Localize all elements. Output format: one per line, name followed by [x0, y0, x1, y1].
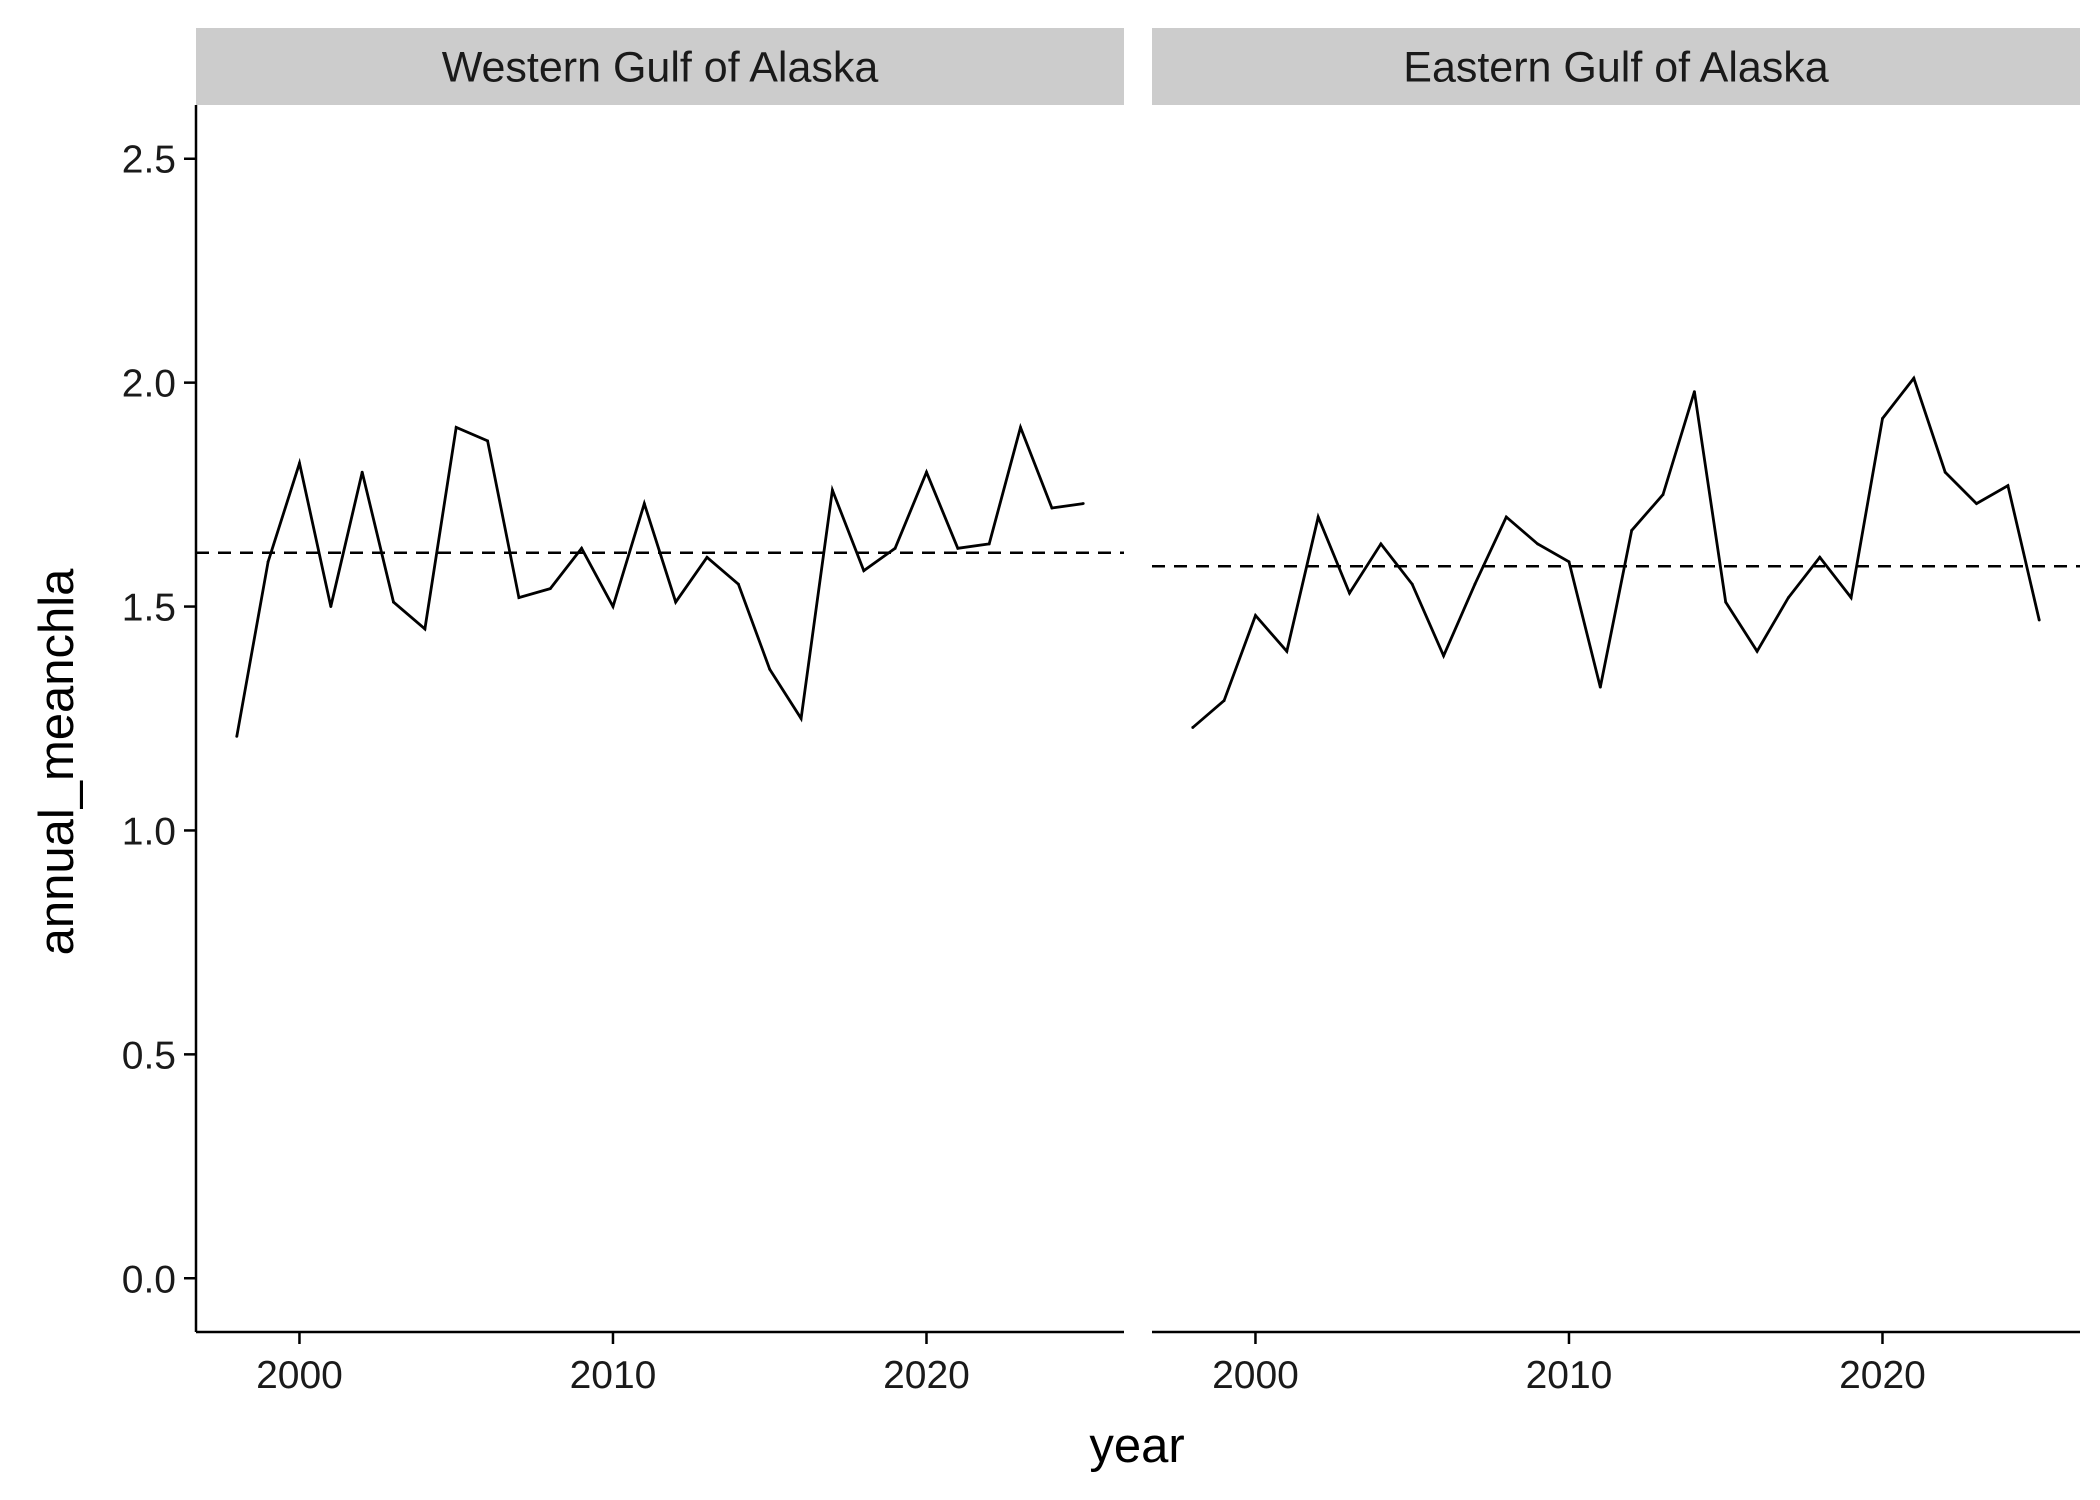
- x-tick-label: 2020: [1839, 1354, 1926, 1397]
- facet-strip: [196, 28, 1124, 105]
- y-tick-label: 2.5: [122, 139, 176, 182]
- x-tick-label: 2000: [256, 1354, 343, 1397]
- data-point: [1379, 542, 1383, 546]
- data-point: [1881, 417, 1884, 420]
- facet-title: Western Gulf of Alaska: [442, 44, 879, 92]
- data-point: [2037, 618, 2041, 622]
- data-point: [1191, 726, 1195, 729]
- y-tick-label: 1.0: [122, 810, 176, 853]
- data-point: [517, 596, 521, 599]
- series-line: [1191, 375, 2041, 729]
- data-point: [987, 542, 991, 546]
- panel-western: Western Gulf of Alaska 2000 2010 2020: [196, 28, 1124, 1397]
- data-point: [768, 667, 772, 671]
- data-point: [736, 582, 740, 586]
- data-point: [1019, 426, 1022, 429]
- facet-title: Eastern Gulf of Alaska: [1403, 44, 1829, 92]
- data-point: [298, 461, 301, 465]
- data-point: [1536, 542, 1540, 546]
- data-point: [1316, 515, 1320, 519]
- data-point: [266, 560, 270, 564]
- data-point: [705, 555, 709, 559]
- y-axis-title: annual_meanchla: [30, 568, 84, 956]
- x-tick-label: 2010: [570, 1354, 657, 1397]
- data-point: [642, 502, 646, 505]
- data-point: [2006, 484, 2010, 488]
- x-tick-label: 2010: [1526, 1354, 1613, 1397]
- data-point: [1473, 582, 1477, 586]
- data-point: [831, 488, 834, 492]
- data-point: [611, 605, 615, 608]
- data-point: [1567, 560, 1571, 564]
- y-tick-label: 2.0: [122, 363, 176, 406]
- series-line: [235, 422, 1084, 737]
- data-point: [235, 735, 239, 738]
- data-point: [1410, 582, 1414, 586]
- data-point: [1912, 376, 1916, 380]
- y-tick-label: 1.5: [122, 587, 176, 630]
- y-tick-label: 0.5: [122, 1034, 176, 1077]
- data-point: [862, 569, 866, 573]
- data-point: [1222, 699, 1226, 702]
- data-point: [1285, 649, 1289, 653]
- x-tick-label: 2020: [883, 1354, 970, 1397]
- data-point: [1661, 493, 1665, 496]
- data-point: [1254, 614, 1257, 617]
- panel-eastern: Eastern Gulf of Alaska 2000 2010 2020: [1152, 28, 2080, 1397]
- x-axis-title: year: [1089, 1419, 1184, 1473]
- data-point: [956, 546, 960, 550]
- data-point: [893, 546, 897, 550]
- data-point: [1849, 596, 1853, 599]
- data-point: [360, 470, 364, 474]
- data-point: [1692, 390, 1696, 393]
- data-point: [1943, 470, 1947, 474]
- data-point: [1630, 529, 1634, 532]
- y-tick-label: 0.0: [122, 1258, 176, 1301]
- data-point: [423, 627, 427, 631]
- data-point: [799, 717, 803, 720]
- data-point: [1755, 649, 1759, 653]
- data-point: [1598, 685, 1602, 689]
- data-point: [1975, 502, 1978, 505]
- data-point: [580, 546, 584, 550]
- data-point: [1081, 502, 1085, 505]
- data-point: [329, 605, 333, 608]
- data-point: [674, 600, 678, 604]
- data-point: [1724, 600, 1728, 604]
- data-point: [454, 426, 458, 429]
- data-point: [1787, 596, 1790, 599]
- data-point: [1504, 515, 1508, 519]
- data-point: [1050, 506, 1054, 510]
- data-point: [548, 587, 552, 591]
- data-point: [392, 600, 395, 604]
- data-point: [1348, 591, 1351, 595]
- y-axis: 0.0 0.5 1.0 1.5 2.0 2.5: [122, 105, 198, 1332]
- data-point: [1818, 555, 1822, 559]
- data-point: [486, 439, 489, 443]
- data-point: [1442, 654, 1445, 658]
- data-point: [925, 470, 928, 474]
- x-tick-label: 2000: [1212, 1354, 1299, 1397]
- facet-strip: [1152, 28, 2080, 105]
